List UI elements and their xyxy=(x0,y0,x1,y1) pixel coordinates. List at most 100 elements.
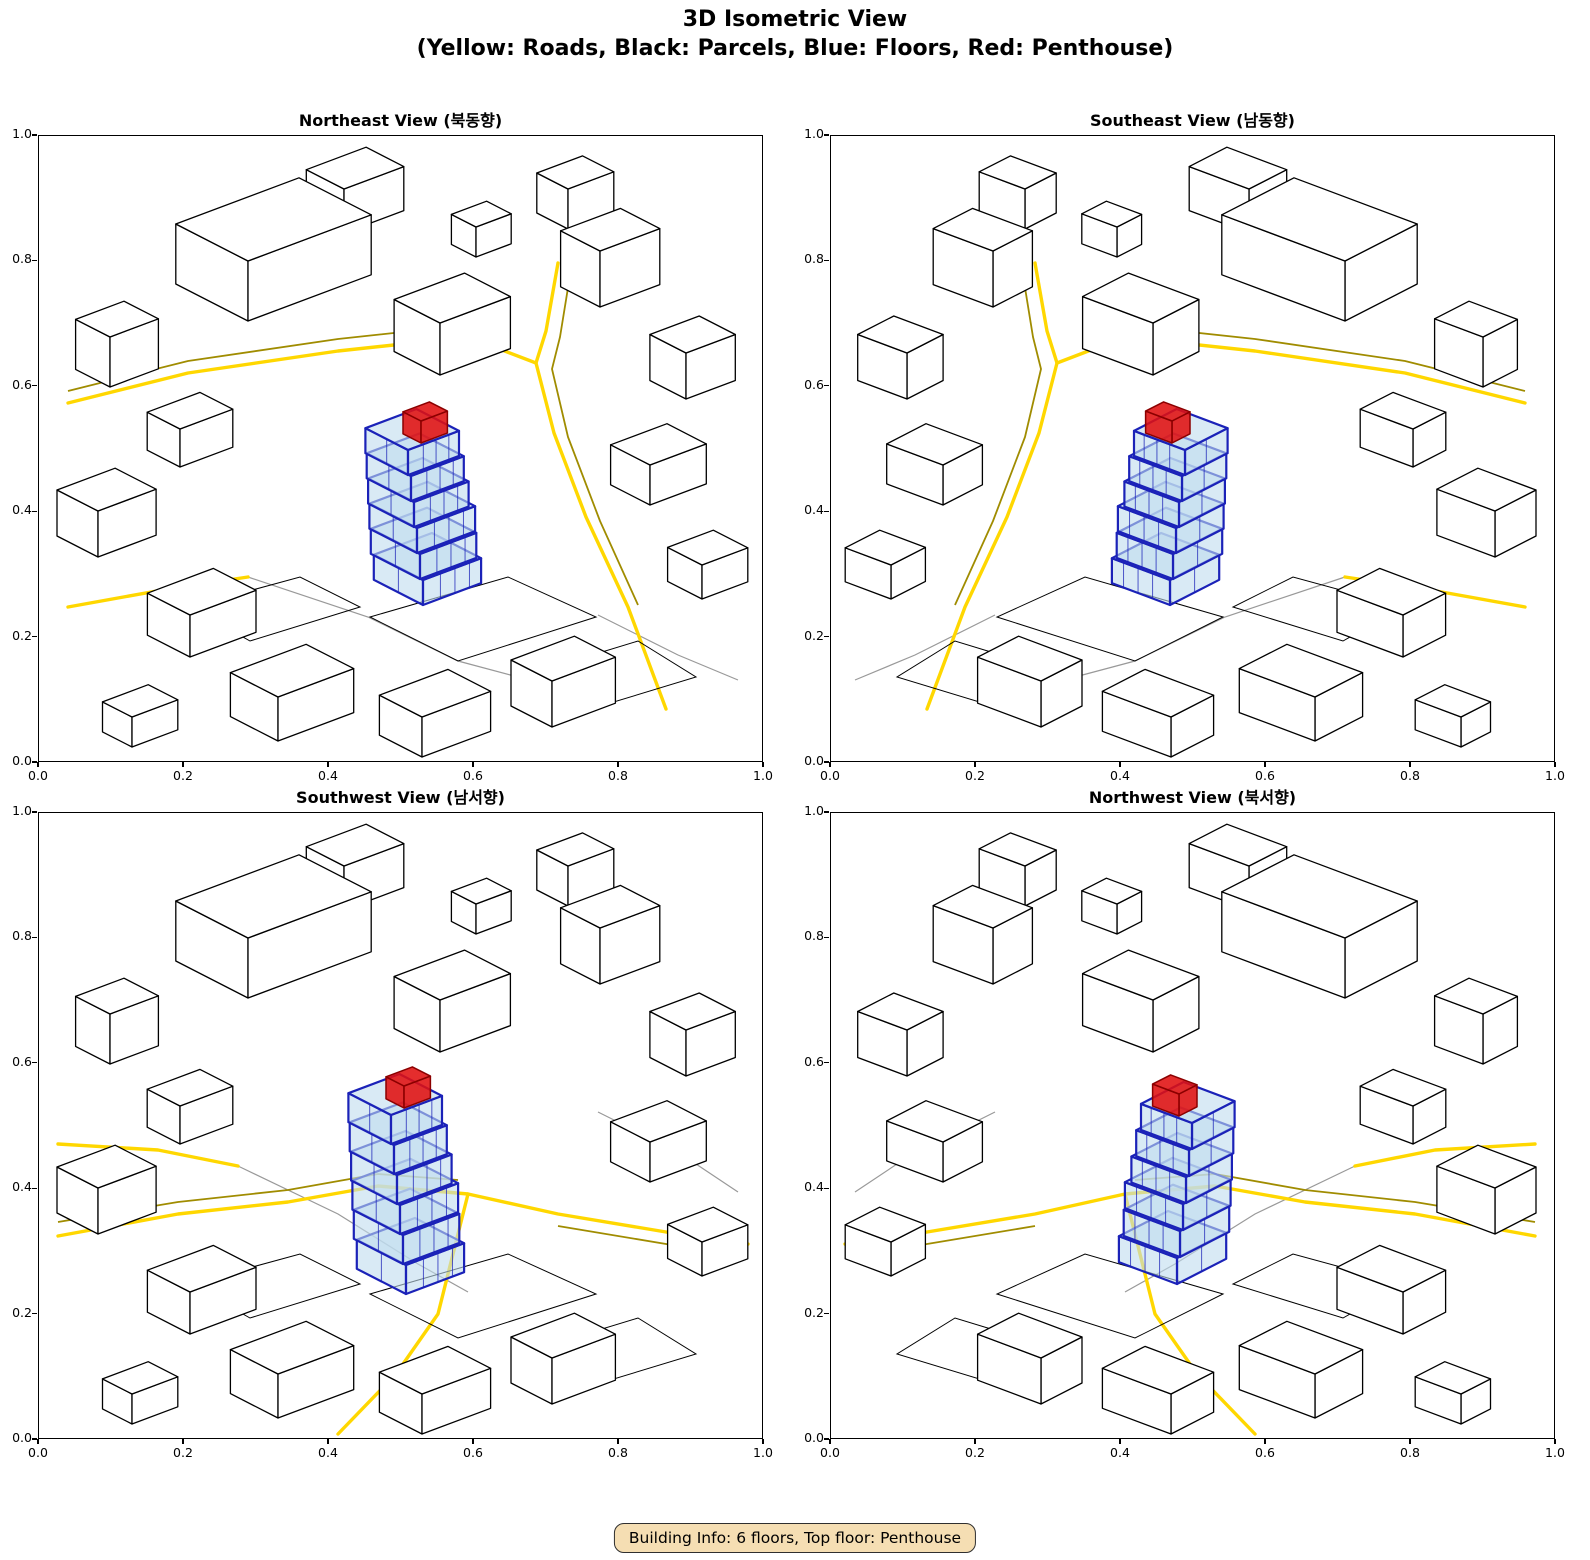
x-tick-label: 0.8 xyxy=(1400,1445,1420,1460)
x-tick-mark xyxy=(1554,762,1556,767)
x-tick-mark xyxy=(1554,1439,1556,1444)
subplot-northeast: Northeast View (북동향) 0.0 0.2 0.4 0.6 0.8 1.0 0… xyxy=(12,111,773,783)
x-tick-mark xyxy=(1264,762,1266,767)
y-tick-label: 0.2 xyxy=(804,1304,824,1320)
y-tick-mark xyxy=(32,936,37,938)
x-tick-mark xyxy=(974,762,976,767)
x-tick-mark xyxy=(762,762,764,767)
x-tick-label: 0.6 xyxy=(1255,1445,1275,1460)
y-tick-mark xyxy=(824,636,829,638)
x-tick-label: 0.2 xyxy=(965,768,985,783)
y-tick-label: 0.0 xyxy=(12,753,32,768)
x-tick-label: 0.8 xyxy=(1400,768,1420,783)
subplot-title-southwest: Southwest View (남서향) xyxy=(296,788,505,807)
y-tick-mark xyxy=(32,761,37,763)
x-tick-mark xyxy=(37,762,39,767)
y-tick-label: 0.2 xyxy=(12,1304,32,1320)
y-tick-label: 1.0 xyxy=(804,803,824,818)
scene-northeast xyxy=(38,135,763,762)
y-tick-label: 0.0 xyxy=(12,1430,32,1445)
y-tick-mark xyxy=(824,1313,829,1315)
y-tick-mark xyxy=(824,811,829,813)
y-tick-mark xyxy=(824,134,829,136)
x-tick-mark xyxy=(1119,1439,1121,1444)
y-tick-label: 0.4 xyxy=(804,502,824,518)
y-tick-label: 0.8 xyxy=(12,251,32,267)
x-tick-mark xyxy=(472,762,474,767)
y-tick-mark xyxy=(32,385,37,387)
x-tick-label: 1.0 xyxy=(1545,768,1565,783)
x-tick-label: 0.6 xyxy=(463,1445,483,1460)
subplot-southeast: Southeast View (남동향) 0.0 0.2 0.4 0.6 0.8 1.0 0… xyxy=(804,111,1565,783)
x-tick-label: 0.0 xyxy=(28,768,48,783)
x-tick-label: 0.6 xyxy=(463,768,483,783)
y-tick-label: 0.6 xyxy=(804,1053,824,1069)
y-tick-mark xyxy=(32,1313,37,1315)
x-tick-label: 0.2 xyxy=(173,1445,193,1460)
x-tick-label: 0.2 xyxy=(965,1445,985,1460)
x-tick-label: 1.0 xyxy=(1545,1445,1565,1460)
y-tick-mark xyxy=(824,936,829,938)
y-tick-label: 0.8 xyxy=(12,928,32,944)
figure-subtitle: (Yellow: Roads, Black: Parcels, Blue: Fl… xyxy=(416,36,1174,61)
x-tick-label: 0.4 xyxy=(1110,1445,1130,1460)
y-tick-label: 0.4 xyxy=(12,1179,32,1195)
y-tick-label: 0.4 xyxy=(12,502,32,518)
subplot-title-southeast: Southeast View (남동향) xyxy=(1090,111,1295,130)
y-tick-label: 0.6 xyxy=(12,376,32,392)
y-tick-mark xyxy=(824,1187,829,1189)
y-tick-mark xyxy=(824,385,829,387)
y-tick-label: 1.0 xyxy=(804,126,824,141)
x-tick-mark xyxy=(1409,1439,1411,1444)
y-tick-label: 0.2 xyxy=(804,627,824,643)
x-tick-mark xyxy=(762,1439,764,1444)
figure-title: 3D Isometric View xyxy=(682,7,908,32)
y-tick-mark xyxy=(32,1187,37,1189)
x-tick-label: 1.0 xyxy=(753,1445,773,1460)
x-tick-label: 1.0 xyxy=(753,768,773,783)
x-tick-mark xyxy=(617,762,619,767)
y-tick-mark xyxy=(32,636,37,638)
y-tick-mark xyxy=(824,259,829,261)
x-tick-mark xyxy=(472,1439,474,1444)
y-tick-label: 0.6 xyxy=(804,376,824,392)
y-tick-label: 0.2 xyxy=(12,627,32,643)
y-tick-label: 0.6 xyxy=(12,1053,32,1069)
x-tick-label: 0.0 xyxy=(28,1445,48,1460)
x-tick-label: 0.4 xyxy=(318,768,338,783)
x-tick-mark xyxy=(1119,762,1121,767)
x-tick-label: 0.4 xyxy=(318,1445,338,1460)
y-tick-label: 0.4 xyxy=(804,1179,824,1195)
scene-northwest xyxy=(830,812,1555,1439)
x-tick-label: 0.6 xyxy=(1255,768,1275,783)
building-info-badge: Building Info: 6 floors, Top floor: Pent… xyxy=(613,1523,977,1553)
x-tick-mark xyxy=(182,762,184,767)
y-tick-label: 0.8 xyxy=(804,928,824,944)
x-tick-label: 0.4 xyxy=(1110,768,1130,783)
y-tick-label: 1.0 xyxy=(12,803,32,818)
y-tick-mark xyxy=(32,259,37,261)
x-tick-mark xyxy=(829,1439,831,1444)
x-tick-label: 0.0 xyxy=(820,1445,840,1460)
scene-southeast xyxy=(830,135,1555,762)
x-tick-label: 0.2 xyxy=(173,768,193,783)
x-tick-mark xyxy=(327,1439,329,1444)
y-tick-mark xyxy=(32,134,37,136)
y-tick-mark xyxy=(824,1438,829,1440)
y-tick-mark xyxy=(32,811,37,813)
x-tick-label: 0.8 xyxy=(608,768,628,783)
x-tick-mark xyxy=(327,762,329,767)
x-tick-mark xyxy=(1264,1439,1266,1444)
y-tick-mark xyxy=(32,1438,37,1440)
y-tick-mark xyxy=(824,1062,829,1064)
subplot-title-northeast: Northeast View (북동향) xyxy=(298,111,503,130)
subplot-northwest: Northwest View (북서향) 0.0 0.2 0.4 0.6 0.8 1.0 0… xyxy=(804,788,1565,1460)
y-tick-mark xyxy=(32,510,37,512)
y-tick-mark xyxy=(824,761,829,763)
y-tick-mark xyxy=(824,510,829,512)
x-tick-mark xyxy=(1409,762,1411,767)
x-tick-mark xyxy=(182,1439,184,1444)
y-tick-label: 0.8 xyxy=(804,251,824,267)
x-tick-mark xyxy=(829,762,831,767)
subplot-southwest: Southwest View (남서향) 0.0 0.2 0.4 0.6 0.8 1.0 0… xyxy=(12,788,773,1460)
